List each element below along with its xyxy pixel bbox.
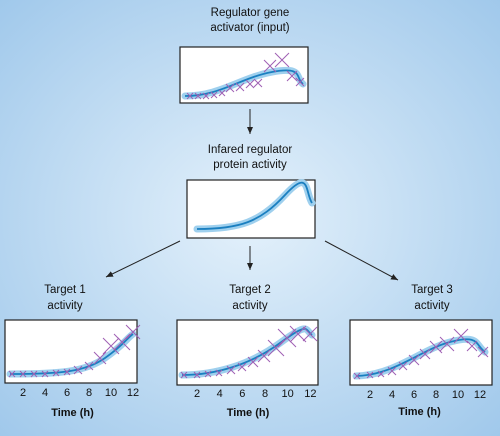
data-cross (226, 365, 236, 375)
data-cross (263, 59, 277, 73)
data-cross (419, 348, 431, 360)
x-tick-label: 4 (217, 388, 223, 400)
data-cross (387, 366, 397, 376)
data-cross (93, 351, 107, 365)
data-cross (215, 369, 223, 377)
x-tick-label: 4 (389, 389, 395, 401)
x-tick-label: 10 (282, 388, 294, 400)
x-axis-label: Time (h) (398, 406, 441, 418)
data-cross (353, 372, 361, 380)
data-cross (253, 78, 263, 88)
target-title: Target 2 (229, 284, 271, 296)
data-cross (366, 371, 374, 379)
data-cross (245, 79, 255, 89)
x-axis-label: Time (h) (227, 407, 270, 419)
x-tick-label: 2 (194, 388, 200, 400)
data-cross (466, 340, 478, 352)
data-cross (267, 339, 285, 357)
arrow (105, 240, 181, 278)
target-title: activity (414, 300, 449, 312)
data-cross (180, 371, 188, 379)
x-tick-label: 8 (262, 388, 268, 400)
x-tick-label: 10 (452, 389, 464, 401)
data-cross (408, 354, 420, 366)
data-cross (202, 92, 210, 100)
data-cross (218, 89, 226, 97)
x-tick-label: 2 (20, 387, 26, 399)
x-tick-label: 8 (86, 387, 92, 399)
x-tick-label: 12 (127, 387, 139, 399)
data-cross (237, 362, 247, 372)
data-cross (41, 370, 49, 378)
data-cross (84, 361, 94, 371)
regulator-title: Infared regulator (208, 144, 293, 156)
data-cross (453, 328, 469, 344)
target-title: Target 3 (411, 284, 453, 296)
data-cross (19, 370, 27, 378)
x-tick-label: 6 (411, 389, 417, 401)
curve (196, 181, 313, 230)
data-cross (193, 371, 201, 379)
data-cross (225, 83, 235, 93)
data-cross (210, 91, 218, 99)
target-title: Target 1 (44, 284, 86, 296)
data-cross (274, 52, 290, 68)
data-cross (377, 370, 385, 378)
target-title: activity (232, 300, 267, 312)
curve (184, 69, 304, 97)
input-title: Regulator gene (211, 7, 290, 19)
data-cross (439, 336, 455, 352)
input-title: activator (input) (210, 22, 289, 34)
data-cross (186, 92, 194, 100)
data-cross (8, 370, 16, 378)
data-cross (204, 370, 212, 378)
target-title: activity (47, 300, 82, 312)
data-cross (477, 346, 489, 358)
data-cross (289, 325, 307, 343)
x-tick-label: 4 (42, 387, 48, 399)
data-cross (73, 365, 83, 375)
data-cross (102, 337, 120, 355)
data-cross (194, 92, 202, 100)
x-tick-label: 2 (367, 389, 373, 401)
data-cross (235, 82, 245, 92)
arrow (324, 240, 399, 281)
data-cross (286, 70, 298, 82)
data-cross (302, 326, 318, 342)
x-tick-label: 6 (64, 387, 70, 399)
data-cross (52, 369, 60, 377)
data-cross (398, 361, 408, 371)
data-cross (113, 333, 131, 351)
data-cross (247, 356, 259, 368)
x-tick-label: 10 (105, 387, 117, 399)
data-cross (295, 77, 305, 87)
curve (181, 327, 313, 376)
data-cross (63, 368, 71, 376)
x-tick-label: 8 (433, 389, 439, 401)
x-tick-label: 12 (304, 388, 316, 400)
x-tick-label: 6 (239, 388, 245, 400)
x-axis-label: Time (h) (51, 407, 94, 419)
data-cross (30, 370, 38, 378)
data-cross (277, 328, 297, 348)
x-tick-label: 12 (474, 389, 486, 401)
regulator-title: protein activity (213, 159, 287, 171)
data-cross (125, 324, 141, 340)
data-cross (257, 349, 271, 363)
